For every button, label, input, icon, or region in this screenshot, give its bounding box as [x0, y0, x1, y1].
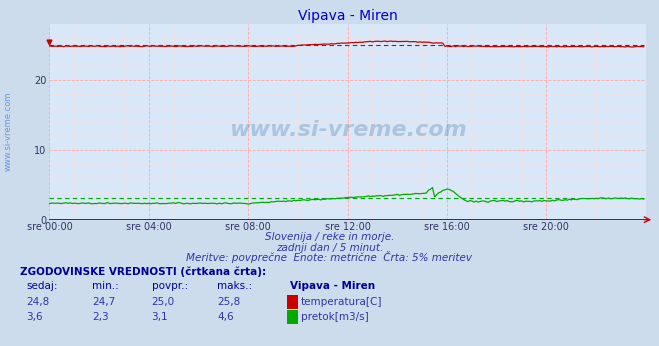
Text: Vipava - Miren: Vipava - Miren	[290, 281, 375, 291]
Text: 24,7: 24,7	[92, 297, 115, 307]
Text: pretok[m3/s]: pretok[m3/s]	[301, 312, 369, 322]
Text: www.si-vreme.com: www.si-vreme.com	[229, 120, 467, 140]
Text: 3,1: 3,1	[152, 312, 168, 322]
Text: 25,8: 25,8	[217, 297, 241, 307]
Title: Vipava - Miren: Vipava - Miren	[298, 9, 397, 23]
Text: ZGODOVINSKE VREDNOSTI (črtkana črta):: ZGODOVINSKE VREDNOSTI (črtkana črta):	[20, 266, 266, 277]
Text: temperatura[C]: temperatura[C]	[301, 297, 383, 307]
Text: min.:: min.:	[92, 281, 119, 291]
Text: 25,0: 25,0	[152, 297, 175, 307]
Text: www.si-vreme.com: www.si-vreme.com	[3, 92, 13, 171]
Text: 3,6: 3,6	[26, 312, 43, 322]
Text: 24,8: 24,8	[26, 297, 49, 307]
Text: sedaj:: sedaj:	[26, 281, 58, 291]
Text: 4,6: 4,6	[217, 312, 234, 322]
Text: 2,3: 2,3	[92, 312, 109, 322]
Text: zadnji dan / 5 minut.: zadnji dan / 5 minut.	[276, 243, 383, 253]
Text: povpr.:: povpr.:	[152, 281, 188, 291]
Text: Meritve: povprečne  Enote: metrične  Črta: 5% meritev: Meritve: povprečne Enote: metrične Črta:…	[186, 251, 473, 263]
Text: maks.:: maks.:	[217, 281, 252, 291]
Text: Slovenija / reke in morje.: Slovenija / reke in morje.	[265, 233, 394, 243]
